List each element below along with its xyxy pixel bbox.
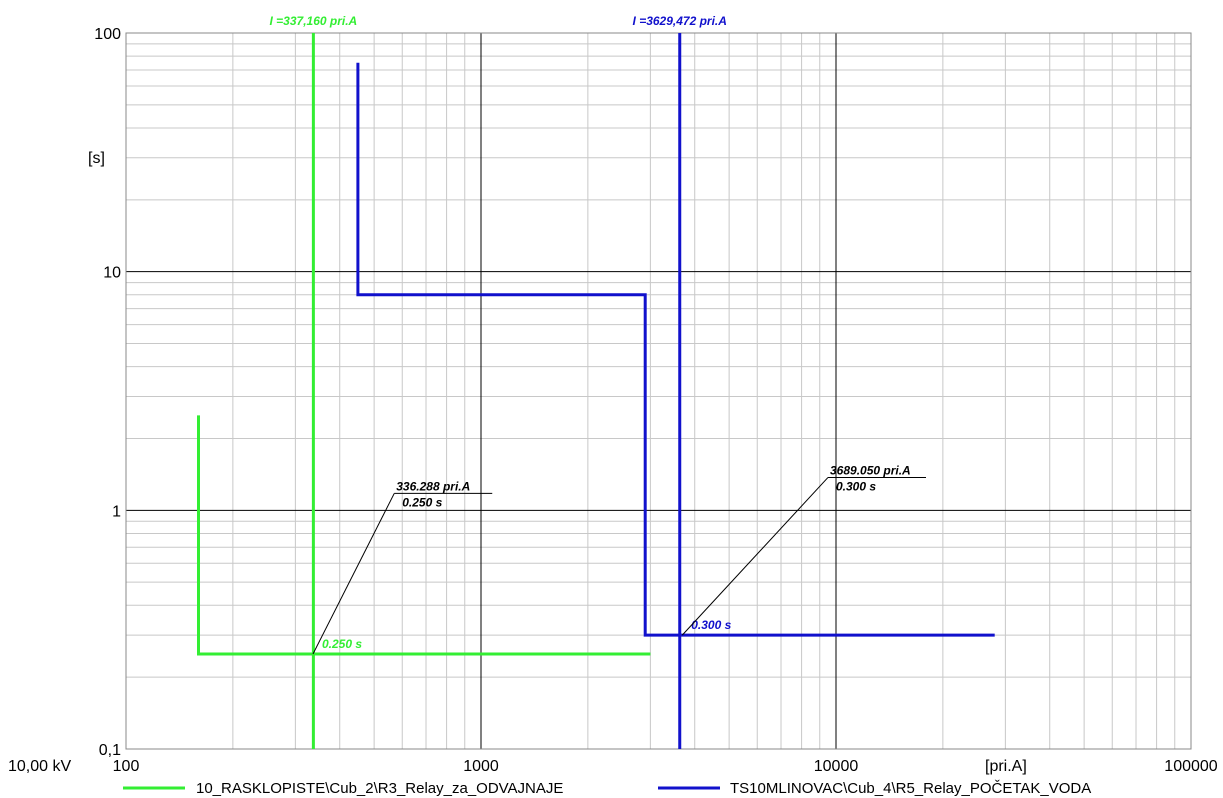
vertical-marker-label-1: I =337,160 pri.A xyxy=(270,14,358,28)
y-tick-labels: 100 10 1 0,1 xyxy=(94,26,121,759)
vertical-marker-layer: I =337,160 pri.A I =3629,472 pri.A 0.250 s… xyxy=(270,14,732,749)
callout-time-1: 0.250 s xyxy=(402,495,442,509)
x-tick-label: 100 xyxy=(113,758,140,775)
voltage-label: 10,00 kV xyxy=(8,758,71,775)
callout-layer: 336.288 pri.A 0.250 s 3689.050 pri.A 0.300 … xyxy=(312,463,926,655)
plot-area xyxy=(126,33,1191,749)
legend: 10_RASKLOPISTE\Cub_2\R3_Relay_za_ODVAJNA… xyxy=(123,780,1091,797)
y-tick-label: 0,1 xyxy=(99,742,121,759)
series-line-2 xyxy=(356,62,995,637)
point-label-2: 0.300 s xyxy=(691,618,731,632)
x-tick-labels: 100 1000 10000 100000 xyxy=(113,758,1218,775)
plot-border xyxy=(125,32,1192,750)
callout-leader-1 xyxy=(312,493,395,655)
y-tick-label: 100 xyxy=(94,26,121,43)
y-axis-label: [s] xyxy=(88,150,105,167)
series-line-1 xyxy=(197,415,651,656)
legend-label-series-1: 10_RASKLOPISTE\Cub_2\R3_Relay_za_ODVAJNA… xyxy=(196,780,563,797)
point-label-1: 0.250 s xyxy=(322,637,362,651)
x-axis-label: [pri.A] xyxy=(985,758,1027,775)
vertical-marker-label-2: I =3629,472 pri.A xyxy=(633,14,727,28)
callout-current-2: 3689.050 pri.A xyxy=(830,463,911,477)
series-layer xyxy=(197,62,995,656)
x-tick-label: 10000 xyxy=(814,758,859,775)
y-tick-label: 1 xyxy=(112,503,121,520)
major-grid xyxy=(126,33,1191,749)
callout-current-1: 336.288 pri.A xyxy=(396,479,470,493)
y-tick-label: 10 xyxy=(103,265,121,282)
x-tick-label: 100000 xyxy=(1164,758,1217,775)
legend-label-series-2: TS10MLINOVAC\Cub_4\R5_Relay_POČETAK_VODA xyxy=(730,780,1091,797)
x-tick-label: 1000 xyxy=(463,758,499,775)
callout-time-2: 0.300 s xyxy=(836,479,876,493)
callout-leader-2 xyxy=(681,477,829,636)
minor-grid xyxy=(126,33,1191,749)
